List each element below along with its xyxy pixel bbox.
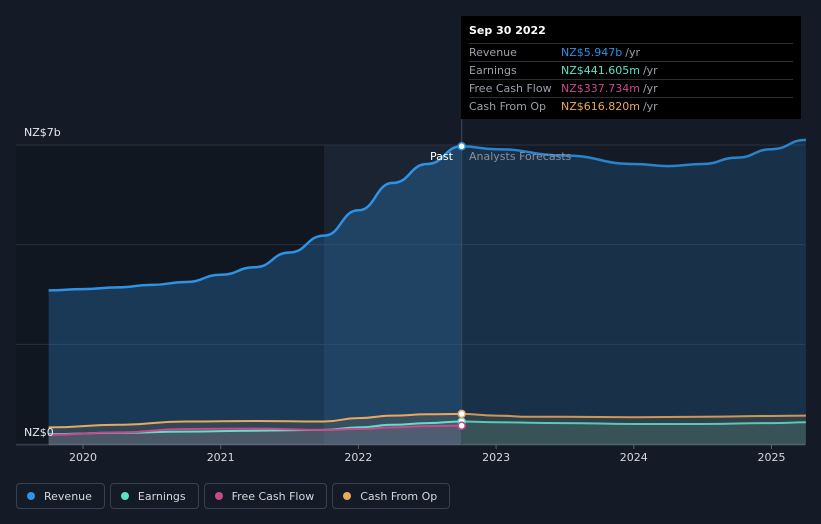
revenue-past-area: [48, 146, 462, 446]
series-areas: [48, 139, 806, 446]
cash-from-op-past-line: [48, 412, 462, 429]
legend-dot-icon: [120, 492, 129, 500]
tooltip-row-value: NZ$5.947b: [561, 46, 623, 59]
free-cash-flow-past-area: [48, 425, 462, 445]
revenue-past-line: [48, 145, 462, 292]
tooltip-row-earnings: Earnings NZ$441.605m/yr: [469, 61, 793, 79]
tooltip-row-value: NZ$441.605m: [561, 64, 640, 77]
earnings-past-area: [48, 421, 462, 445]
forecast-label: Analysts Forecasts: [469, 150, 572, 163]
legend-dot-icon: [27, 492, 35, 500]
x-tick-label-2021: 2021: [207, 451, 235, 464]
y-axis-top-label: NZ$7b: [24, 126, 61, 139]
legend-item-free-cash-flow[interactable]: Free Cash Flow: [203, 483, 328, 509]
cash-from-op-highlight-point: [457, 409, 466, 419]
data-tooltip: Sep 30 2022 Revenue NZ$5.947b/yr Earnings N…: [461, 16, 801, 119]
legend-item-cash-from-op[interactable]: Cash From Op: [332, 483, 451, 509]
revenue-forecast-line: [461, 138, 806, 168]
highlight-region-background: [323, 145, 462, 445]
tooltip-date: Sep 30 2022: [469, 24, 546, 37]
chart-legend: Revenue Earnings Free Cash Flow Cash From O…: [16, 483, 451, 509]
tooltip-row-value: NZ$616.820m: [561, 100, 640, 113]
highlight-markers: [457, 142, 466, 430]
tooltip-row-revenue: Revenue NZ$5.947b/yr: [469, 43, 793, 61]
free-cash-flow-highlight-point: [457, 421, 466, 430]
legend-dot-icon: [343, 492, 352, 500]
free-cash-flow-past-line: [48, 424, 462, 436]
legend-item-earnings[interactable]: Earnings: [109, 483, 199, 509]
tooltip-rows: Revenue NZ$5.947b/yr Earnings NZ$441.605m/y…: [469, 43, 793, 115]
x-tick-label-2024: 2024: [620, 451, 648, 464]
tooltip-row-label: Cash From Op: [469, 100, 547, 113]
x-axis-ticks: 2020 2021 2022 2023 2024 2025: [69, 445, 786, 464]
cash-from-op-forecast-area: [461, 413, 806, 445]
tooltip-row-label: Earnings: [469, 64, 517, 77]
tooltip-row-value: NZ$337.734m: [561, 82, 640, 95]
series-lines: [48, 138, 806, 436]
tooltip-row-unit: /yr: [642, 64, 658, 77]
x-tick-label-2022: 2022: [344, 451, 372, 464]
x-tick-label-2023: 2023: [482, 451, 510, 464]
tooltip-row-unit: /yr: [642, 82, 658, 95]
legend-label: Earnings: [137, 489, 186, 503]
tooltip-row-free-cash-flow: Free Cash Flow NZ$337.734m/yr: [469, 79, 793, 97]
legend-label: Revenue: [44, 489, 92, 503]
tooltip-row-label: Revenue: [469, 46, 517, 59]
y-axis-bottom-label: NZ$0: [24, 426, 54, 439]
gridlines: [16, 144, 805, 446]
earnings-forecast-line: [461, 420, 806, 426]
tooltip-row-unit: /yr: [642, 100, 658, 113]
tooltip-row-label: Free Cash Flow: [469, 82, 552, 95]
legend-label: Free Cash Flow: [231, 489, 315, 503]
tooltip-row-cash-from-op: Cash From Op NZ$616.820m/yr: [469, 97, 793, 115]
cash-from-op-forecast-line: [461, 412, 806, 419]
tooltip-row-unit: /yr: [625, 46, 640, 59]
revenue-forecast-area: [461, 139, 806, 445]
past-label: Past: [430, 150, 453, 163]
earnings-forecast-area: [461, 421, 806, 445]
legend-item-revenue[interactable]: Revenue: [16, 483, 105, 509]
revenue-highlight-point: [457, 142, 466, 151]
x-tick-label-2025: 2025: [758, 451, 786, 464]
legend-label: Cash From Op: [360, 489, 438, 503]
legend-dot-icon: [214, 492, 223, 500]
x-tick-label-2020: 2020: [69, 451, 97, 464]
